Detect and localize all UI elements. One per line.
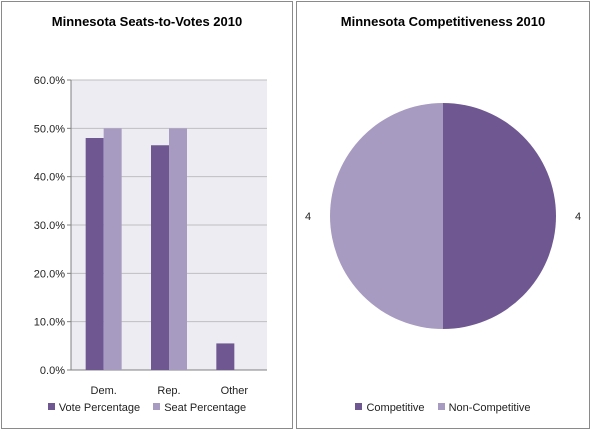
legend-item-vote: Vote Percentage [47,402,141,414]
legend-swatch-vote [47,403,55,410]
y-tick-label: 60.0% [34,75,65,87]
bar-chart: 0.0% 10.0% 20.0% 30.0% 40.0% 50.0% 60.0% Dem. Re… [34,75,267,397]
seats-to-votes-chart-panel: Minnesota Seats-to-Votes 2010 0.0% 10.0% 2… [1,1,293,429]
legend-label-competitive: Competitive [366,402,425,414]
legend-item-non-competitive: Non-Competitive [437,402,531,414]
pie-chart-legend: Competitive Non-Competitive [297,402,589,414]
pie-data-label: 4 [575,211,581,223]
legend-swatch-competitive [355,403,363,410]
y-tick-label: 0.0% [40,365,65,377]
legend-item-competitive: Competitive [355,402,425,414]
bar-vote-rep [151,145,169,370]
legend-label-non-competitive: Non-Competitive [448,402,531,414]
bar-chart-title: Minnesota Seats-to-Votes 2010 [51,14,243,29]
y-tick-label: 20.0% [34,268,65,280]
x-tick-label: Dem. [91,385,117,397]
legend-item-seat: Seat Percentage [153,402,246,414]
bar-chart-legend: Vote Percentage Seat Percentage [2,402,292,414]
pie-data-label: 4 [305,211,311,223]
legend-swatch-seat [153,403,161,410]
bar-vote-dem [85,138,104,370]
legend-label-vote: Vote Percentage [58,402,141,414]
bar-vote-other [216,343,235,370]
pie-chart-title: Minnesota Competitiveness 2010 [340,14,546,29]
x-tick-label: Other [221,385,249,397]
bar-seat-rep [169,128,187,370]
legend-swatch-non-competitive [437,403,445,410]
bar-seat-dem [103,128,122,370]
pie-slice-non-competitive [330,103,443,329]
pie-chart: 44 [305,103,581,329]
y-tick-label: 30.0% [34,220,65,232]
legend-label-seat: Seat Percentage [164,402,247,414]
pie-slice-competitive [443,103,556,329]
y-tick-label: 50.0% [34,123,65,135]
y-tick-label: 40.0% [34,172,65,184]
y-tick-label: 10.0% [34,317,65,329]
x-tick-label: Rep. [157,385,180,397]
